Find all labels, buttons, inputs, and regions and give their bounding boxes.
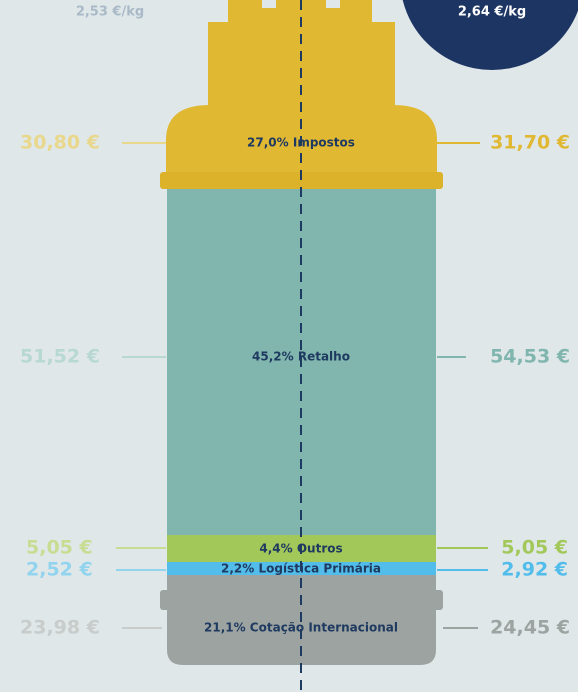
left-value: 23,98 € bbox=[20, 617, 100, 639]
knob bbox=[160, 590, 172, 610]
left-value: 2,52 € bbox=[26, 559, 93, 581]
segment-label: 2,2% Logística Primária bbox=[221, 562, 381, 576]
knob bbox=[431, 590, 443, 610]
right-value: 24,45 € bbox=[490, 617, 570, 639]
segment-label: 45,2% Retalho bbox=[252, 350, 350, 364]
segment-label: 4,4% Outros bbox=[259, 542, 342, 556]
left-value: 51,52 € bbox=[20, 346, 100, 368]
left-value: 5,05 € bbox=[26, 537, 93, 559]
price-badge bbox=[402, 0, 578, 70]
price-right: 2,64 €/kg bbox=[458, 5, 526, 20]
connectors bbox=[116, 142, 488, 629]
right-value: 2,92 € bbox=[501, 559, 568, 581]
right-value: 5,05 € bbox=[501, 537, 568, 559]
collar bbox=[160, 172, 443, 189]
right-value: 54,53 € bbox=[490, 346, 570, 368]
segment-label: 27,0% Impostos bbox=[247, 136, 355, 150]
price-left: 2,53 €/kg bbox=[76, 5, 144, 20]
segment-label: 21,1% Cotação Internacional bbox=[204, 621, 398, 635]
left-value: 30,80 € bbox=[20, 132, 100, 154]
right-value: 31,70 € bbox=[490, 132, 570, 154]
